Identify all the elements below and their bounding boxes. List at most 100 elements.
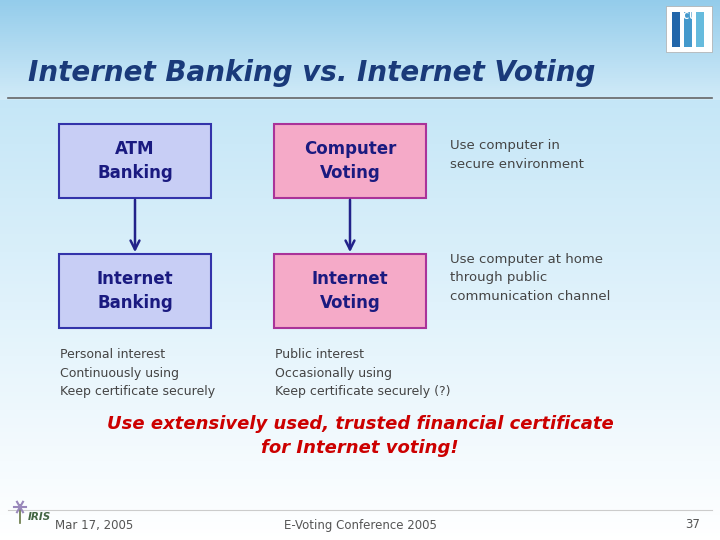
Bar xyxy=(0,86,720,88)
Bar xyxy=(0,30,720,32)
Bar xyxy=(0,220,720,223)
Bar xyxy=(0,25,720,29)
Bar xyxy=(0,299,720,302)
Bar xyxy=(0,88,720,90)
Bar xyxy=(0,410,720,414)
Bar xyxy=(0,205,720,209)
Bar xyxy=(0,14,720,16)
Bar xyxy=(0,86,720,90)
Bar xyxy=(0,346,720,349)
Bar xyxy=(0,382,720,385)
Bar xyxy=(0,389,720,393)
Bar xyxy=(0,151,720,155)
Bar xyxy=(0,482,720,486)
Bar xyxy=(0,342,720,346)
Bar xyxy=(0,90,720,93)
Bar xyxy=(0,522,720,525)
Bar xyxy=(0,20,720,22)
FancyBboxPatch shape xyxy=(672,12,680,47)
Bar xyxy=(0,101,720,104)
Bar xyxy=(0,331,720,335)
Bar xyxy=(0,58,720,61)
Bar xyxy=(0,238,720,241)
Bar xyxy=(0,11,720,15)
Bar xyxy=(0,28,720,30)
Bar xyxy=(0,79,720,83)
Bar xyxy=(0,191,720,194)
Bar xyxy=(0,335,720,339)
Bar xyxy=(0,15,720,18)
Bar xyxy=(0,461,720,464)
Bar xyxy=(0,353,720,356)
Bar xyxy=(0,74,720,76)
Text: Mar 17, 2005: Mar 17, 2005 xyxy=(55,518,133,531)
Bar xyxy=(0,60,720,62)
Bar xyxy=(0,144,720,147)
Bar xyxy=(0,533,720,536)
Bar xyxy=(0,393,720,396)
Bar xyxy=(0,263,720,266)
FancyBboxPatch shape xyxy=(274,254,426,328)
Bar xyxy=(0,39,720,43)
Bar xyxy=(0,0,720,2)
Bar xyxy=(0,4,720,6)
Bar xyxy=(0,6,720,8)
Bar xyxy=(0,360,720,363)
Bar xyxy=(0,83,720,86)
Bar xyxy=(0,66,720,68)
Text: 37: 37 xyxy=(685,518,700,531)
Bar xyxy=(0,2,720,4)
Bar xyxy=(0,38,720,40)
Bar xyxy=(0,36,720,39)
Bar xyxy=(0,0,720,4)
Bar xyxy=(0,92,720,94)
Text: ATM
Banking: ATM Banking xyxy=(97,140,173,182)
Bar xyxy=(0,486,720,490)
Bar xyxy=(0,306,720,309)
Bar xyxy=(0,292,720,295)
Bar xyxy=(0,72,720,74)
FancyBboxPatch shape xyxy=(59,124,211,198)
Bar xyxy=(0,356,720,360)
Bar xyxy=(0,44,720,46)
Bar xyxy=(0,281,720,285)
Bar xyxy=(0,115,720,119)
Bar xyxy=(0,133,720,137)
Bar xyxy=(0,198,720,201)
Bar xyxy=(0,475,720,479)
Bar xyxy=(0,396,720,400)
Bar xyxy=(0,70,720,72)
Bar xyxy=(0,98,720,100)
Text: Computer
Voting: Computer Voting xyxy=(304,140,396,182)
Bar xyxy=(0,16,720,18)
Bar xyxy=(0,58,720,60)
Bar xyxy=(0,529,720,533)
Bar xyxy=(0,454,720,457)
Bar xyxy=(0,518,720,522)
Bar xyxy=(0,367,720,371)
FancyBboxPatch shape xyxy=(696,12,704,47)
Bar xyxy=(0,324,720,328)
Bar xyxy=(0,432,720,436)
Text: Internet
Voting: Internet Voting xyxy=(312,270,388,312)
Text: Use computer at home
through public
communication channel: Use computer at home through public comm… xyxy=(450,253,611,302)
Bar xyxy=(0,270,720,274)
Bar xyxy=(0,515,720,518)
Bar xyxy=(0,248,720,252)
Text: Public interest
Occasionally using
Keep certificate securely (?): Public interest Occasionally using Keep … xyxy=(275,348,451,398)
Bar xyxy=(0,464,720,468)
Bar xyxy=(0,187,720,191)
Bar xyxy=(0,104,720,108)
Bar xyxy=(0,255,720,259)
Bar xyxy=(0,72,720,76)
Bar xyxy=(0,201,720,205)
Bar xyxy=(0,8,720,10)
Bar xyxy=(0,4,720,7)
Bar xyxy=(0,425,720,428)
Bar xyxy=(0,162,720,166)
Bar xyxy=(0,259,720,263)
Bar xyxy=(0,231,720,234)
Bar xyxy=(0,378,720,382)
Bar xyxy=(0,166,720,169)
Bar xyxy=(0,140,720,144)
